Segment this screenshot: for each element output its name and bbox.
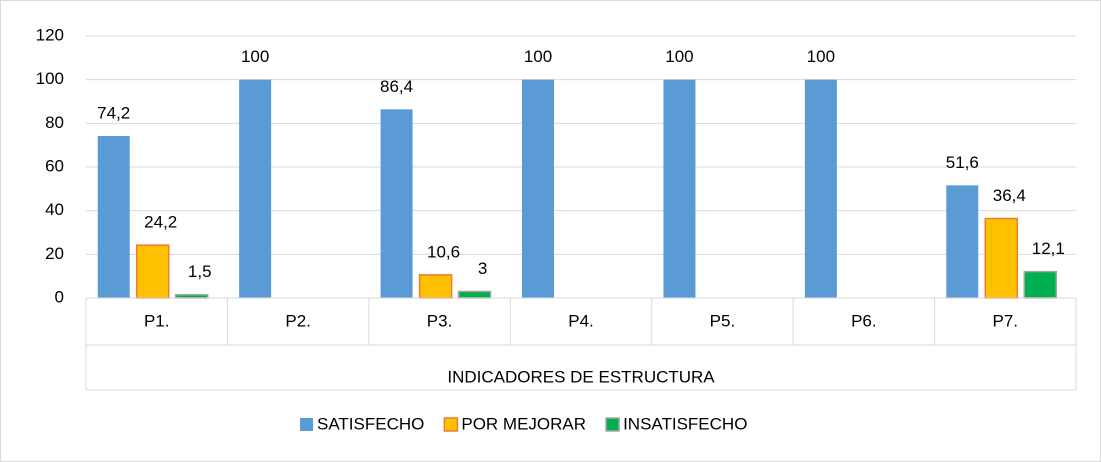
data-label: 51,6: [946, 153, 979, 172]
data-label: 1,5: [188, 262, 212, 281]
data-label: 36,4: [993, 186, 1026, 205]
data-label: 100: [524, 47, 552, 66]
x-tick-label: P1.: [144, 311, 170, 330]
legend-swatch: [443, 417, 459, 432]
x-tick-label: P3.: [427, 311, 453, 330]
legend-label: SATISFECHO: [317, 414, 424, 433]
x-tick-label: P4.: [568, 311, 594, 330]
y-tick-label: 80: [45, 113, 64, 132]
x-tick-label: P7.: [993, 311, 1019, 330]
bar: [457, 290, 492, 299]
y-tick-label: 60: [45, 156, 64, 175]
bar: [380, 109, 413, 298]
x-tick-label: P2.: [285, 311, 311, 330]
data-label: 74,2: [97, 103, 130, 122]
bar: [522, 79, 554, 299]
x-axis-title: INDICADORES DE ESTRUCTURA: [447, 367, 715, 386]
legend-label: INSATISFECHO: [623, 414, 747, 433]
bar: [97, 135, 130, 298]
data-label: 12,1: [1032, 239, 1065, 258]
data-label: 3: [478, 259, 487, 278]
legend-swatch: [300, 418, 313, 431]
bar: [418, 274, 453, 299]
bar: [804, 79, 837, 299]
y-tick-label: 20: [45, 244, 64, 263]
data-label: 24,2: [144, 213, 177, 232]
y-tick-label: 100: [36, 69, 64, 88]
data-label: 10,6: [427, 242, 460, 261]
y-tick-label: 40: [45, 200, 64, 219]
data-label: 100: [665, 47, 693, 66]
bar: [135, 244, 170, 299]
bar: [663, 79, 696, 299]
data-label: 86,4: [380, 77, 413, 96]
legend-swatch: [605, 417, 620, 432]
y-tick-label: 120: [36, 25, 64, 44]
bar: [1023, 270, 1058, 299]
bar: [984, 217, 1019, 299]
legend-label: POR MEJORAR: [461, 414, 586, 433]
x-tick-label: P6.: [851, 311, 877, 330]
x-tick-label: P5.: [710, 311, 736, 330]
data-label: 100: [807, 47, 835, 66]
data-label: 100: [241, 47, 269, 66]
bar: [946, 185, 979, 298]
bar: [239, 79, 272, 299]
y-tick-label: 0: [55, 287, 64, 306]
